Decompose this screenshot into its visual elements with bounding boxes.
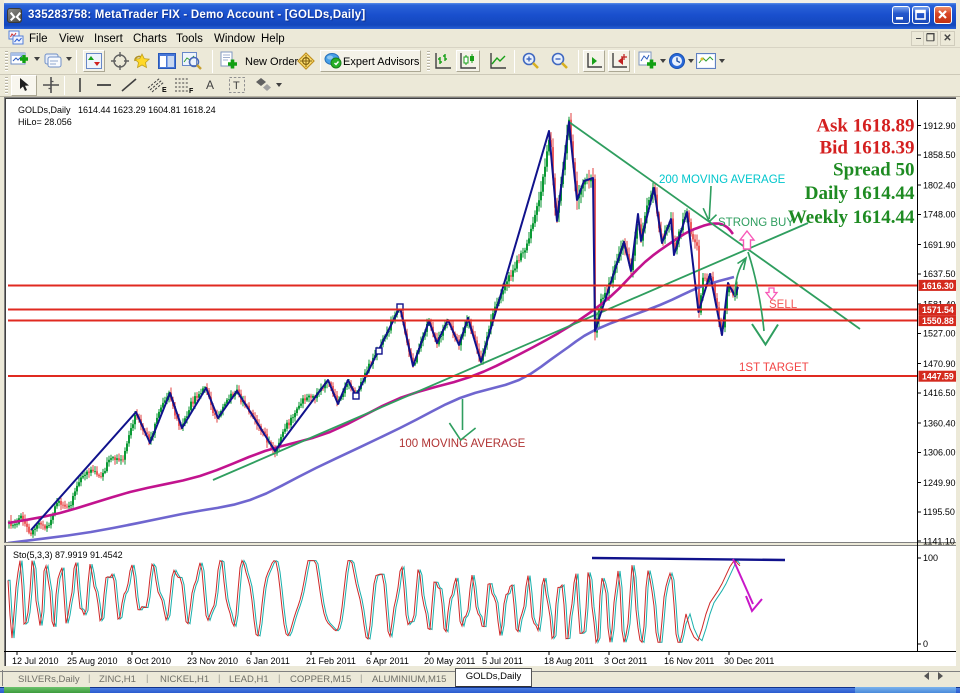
svg-text:3 Oct 2011: 3 Oct 2011 xyxy=(604,656,647,666)
svg-text:200 MOVING AVERAGE: 200 MOVING AVERAGE xyxy=(659,174,786,186)
svg-text:Weekly 1614.44: Weekly 1614.44 xyxy=(788,207,915,228)
svg-text:16 Nov 2011: 16 Nov 2011 xyxy=(664,656,714,666)
svg-text:1527.00: 1527.00 xyxy=(923,329,956,339)
svg-text:6 Apr 2011: 6 Apr 2011 xyxy=(366,656,409,666)
svg-text:F: F xyxy=(189,88,194,94)
svg-text:Sto(5,3,3) 87.9919 91.4542: Sto(5,3,3) 87.9919 91.4542 xyxy=(13,550,123,560)
svg-text:1748.00: 1748.00 xyxy=(923,210,956,220)
svg-text:1470.90: 1470.90 xyxy=(923,359,956,369)
svg-text:6 Jan 2011: 6 Jan 2011 xyxy=(246,656,290,666)
svg-text:1360.40: 1360.40 xyxy=(923,418,956,428)
svg-text:STRONG BUY: STRONG BUY xyxy=(718,217,794,229)
svg-text:1571.54: 1571.54 xyxy=(922,305,954,315)
svg-text:GOLDs,Daily 1614.44 1623.29: GOLDs,Daily 1614.44 1623.29 1604.81 1618… xyxy=(18,105,216,115)
svg-text:100: 100 xyxy=(923,553,938,563)
svg-text:1637.50: 1637.50 xyxy=(923,269,956,279)
svg-text:Ask 1618.89: Ask 1618.89 xyxy=(816,116,914,137)
svg-text:1141.10: 1141.10 xyxy=(923,536,955,546)
svg-text:T: T xyxy=(233,80,240,92)
svg-text:1195.50: 1195.50 xyxy=(923,507,955,517)
svg-text:1616.30: 1616.30 xyxy=(922,281,954,291)
svg-text:1912.90: 1912.90 xyxy=(923,121,956,131)
svg-text:5 Jul 2011: 5 Jul 2011 xyxy=(482,656,523,666)
svg-text:20 May 2011: 20 May 2011 xyxy=(424,656,475,666)
svg-text:SELL: SELL xyxy=(769,299,798,311)
svg-text:30 Dec 2011: 30 Dec 2011 xyxy=(724,656,774,666)
svg-text:8 Oct 2010: 8 Oct 2010 xyxy=(127,656,171,666)
svg-text:1ST TARGET: 1ST TARGET xyxy=(739,362,809,374)
svg-text:1306.00: 1306.00 xyxy=(923,448,956,458)
svg-text:1691.90: 1691.90 xyxy=(923,240,956,250)
svg-text:1550.88: 1550.88 xyxy=(922,316,954,326)
svg-text:23 Nov 2010: 23 Nov 2010 xyxy=(187,656,238,666)
svg-text:1416.50: 1416.50 xyxy=(923,388,956,398)
svg-text:E: E xyxy=(162,87,167,94)
svg-text:1858.50: 1858.50 xyxy=(923,150,956,160)
svg-text:1802.40: 1802.40 xyxy=(923,180,956,190)
svg-text:Spread 50: Spread 50 xyxy=(833,160,914,181)
svg-text:Daily 1614.44: Daily 1614.44 xyxy=(805,183,915,204)
svg-text:Bid 1618.39: Bid 1618.39 xyxy=(819,138,914,159)
svg-text:25 Aug 2010: 25 Aug 2010 xyxy=(67,656,118,666)
svg-text:18 Aug 2011: 18 Aug 2011 xyxy=(544,656,594,666)
svg-text:1447.59: 1447.59 xyxy=(922,372,954,382)
svg-text:1249.90: 1249.90 xyxy=(923,478,956,488)
svg-text:21 Feb 2011: 21 Feb 2011 xyxy=(306,656,356,666)
svg-text:12 Jul 2010: 12 Jul 2010 xyxy=(12,656,59,666)
svg-text:0: 0 xyxy=(923,639,928,649)
svg-text:100 MOVING AVERAGE: 100 MOVING AVERAGE xyxy=(399,438,526,450)
svg-text:HiLo= 28.056: HiLo= 28.056 xyxy=(18,117,72,127)
